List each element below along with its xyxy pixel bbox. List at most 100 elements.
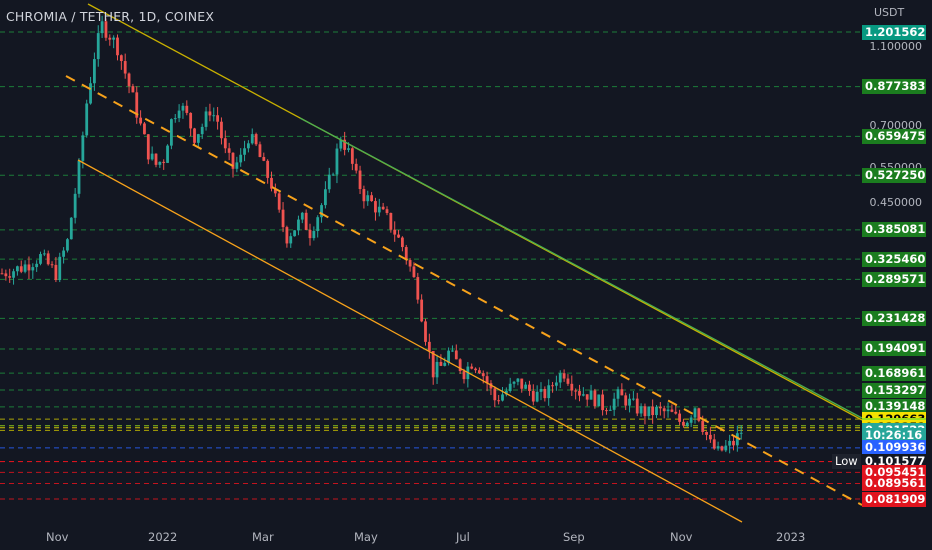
candle-body bbox=[474, 368, 477, 371]
candle-body bbox=[401, 237, 404, 248]
candle-body bbox=[193, 128, 196, 143]
price-tag: 0.527250 bbox=[862, 167, 926, 183]
candle-body bbox=[250, 134, 254, 144]
candle-body bbox=[285, 227, 289, 244]
candle-body bbox=[96, 33, 100, 60]
candle-body bbox=[620, 389, 624, 396]
candle-body bbox=[354, 163, 358, 171]
candle-body bbox=[19, 266, 23, 272]
candle-body bbox=[674, 411, 678, 414]
candle-body bbox=[139, 117, 142, 124]
candle-body bbox=[635, 398, 639, 414]
candle-body bbox=[196, 134, 200, 143]
candle-body bbox=[501, 394, 504, 401]
candle-body bbox=[424, 321, 427, 342]
price-tag: 0.385081 bbox=[862, 222, 926, 238]
candle-body bbox=[585, 394, 589, 400]
candle-body bbox=[662, 408, 666, 412]
candle-body bbox=[655, 406, 658, 416]
candle-body bbox=[227, 148, 231, 153]
candle-body bbox=[732, 440, 735, 446]
candle-body bbox=[404, 247, 408, 261]
candle-body bbox=[239, 154, 243, 163]
candles bbox=[0, 15, 743, 454]
date-label: Jul bbox=[456, 530, 470, 544]
symbol-title[interactable]: CHROMIA / TETHER, 1D, COINEX bbox=[6, 9, 215, 24]
candle-body bbox=[693, 408, 697, 418]
candle-body bbox=[170, 119, 173, 146]
channel-midline bbox=[65, 75, 863, 506]
candle-body bbox=[104, 21, 108, 38]
candle-body bbox=[570, 383, 574, 391]
date-label: 2022 bbox=[148, 530, 178, 544]
candle-body bbox=[266, 160, 270, 178]
candle-body bbox=[273, 188, 277, 194]
candle-body bbox=[154, 153, 158, 165]
candle-body bbox=[439, 361, 443, 366]
candle-body bbox=[524, 384, 527, 389]
candle-body bbox=[166, 145, 169, 163]
candle-body bbox=[0, 273, 4, 275]
candle-body bbox=[443, 362, 447, 366]
candle-body bbox=[578, 391, 581, 396]
scale-label: 1.100000 bbox=[869, 40, 923, 54]
candle-body bbox=[58, 256, 62, 280]
candle-body bbox=[73, 193, 77, 218]
candle-body bbox=[643, 406, 647, 417]
candle-body bbox=[331, 174, 335, 176]
candle-body bbox=[39, 254, 42, 264]
candle-body bbox=[93, 59, 96, 84]
candle-body bbox=[85, 103, 89, 136]
candle-body bbox=[362, 189, 366, 202]
candle-body bbox=[243, 148, 246, 155]
candle-body bbox=[485, 376, 489, 384]
candle-body bbox=[735, 433, 739, 446]
candle-body bbox=[412, 266, 416, 278]
candle-body bbox=[724, 445, 728, 451]
price-tag: 0.659475 bbox=[862, 128, 926, 144]
candle-body bbox=[381, 206, 385, 210]
candle-body bbox=[447, 350, 450, 363]
candle-body bbox=[493, 388, 497, 401]
candle-body bbox=[678, 413, 681, 422]
candle-body bbox=[689, 417, 693, 423]
candle-body bbox=[297, 219, 300, 231]
candle-body bbox=[289, 236, 293, 244]
candle-body bbox=[451, 350, 454, 352]
candle-body bbox=[512, 381, 516, 384]
candle-body bbox=[705, 431, 708, 435]
candle-body bbox=[377, 206, 381, 213]
candle-body bbox=[216, 115, 219, 122]
candle-body bbox=[135, 92, 139, 118]
candle-body bbox=[339, 139, 343, 149]
candle-body bbox=[601, 394, 604, 411]
candle-body bbox=[81, 135, 85, 161]
price-tag: 0.289571 bbox=[862, 271, 926, 287]
candle-body bbox=[181, 105, 185, 111]
candle-body bbox=[312, 231, 316, 239]
candle-body bbox=[658, 406, 662, 409]
candle-body bbox=[308, 229, 312, 239]
candle-body bbox=[435, 361, 439, 378]
candle-body bbox=[116, 37, 119, 56]
candle-body bbox=[100, 21, 104, 34]
price-tag: 0.877383 bbox=[862, 79, 926, 95]
candle-body bbox=[220, 121, 223, 139]
candle-body bbox=[335, 148, 339, 175]
candle-body bbox=[478, 370, 481, 374]
candle-body bbox=[162, 161, 166, 163]
candle-body bbox=[701, 420, 705, 432]
candle-body bbox=[462, 371, 466, 380]
channel-lower-line bbox=[77, 159, 743, 523]
candle-body bbox=[54, 264, 58, 280]
candle-body bbox=[143, 123, 146, 135]
candle-body bbox=[697, 408, 701, 421]
candle-body bbox=[543, 388, 547, 399]
candle-body bbox=[408, 260, 412, 267]
date-label: Mar bbox=[252, 530, 274, 544]
candle-body bbox=[427, 341, 431, 352]
candle-body bbox=[593, 390, 597, 407]
price-tag: 0.081909 bbox=[862, 491, 926, 507]
